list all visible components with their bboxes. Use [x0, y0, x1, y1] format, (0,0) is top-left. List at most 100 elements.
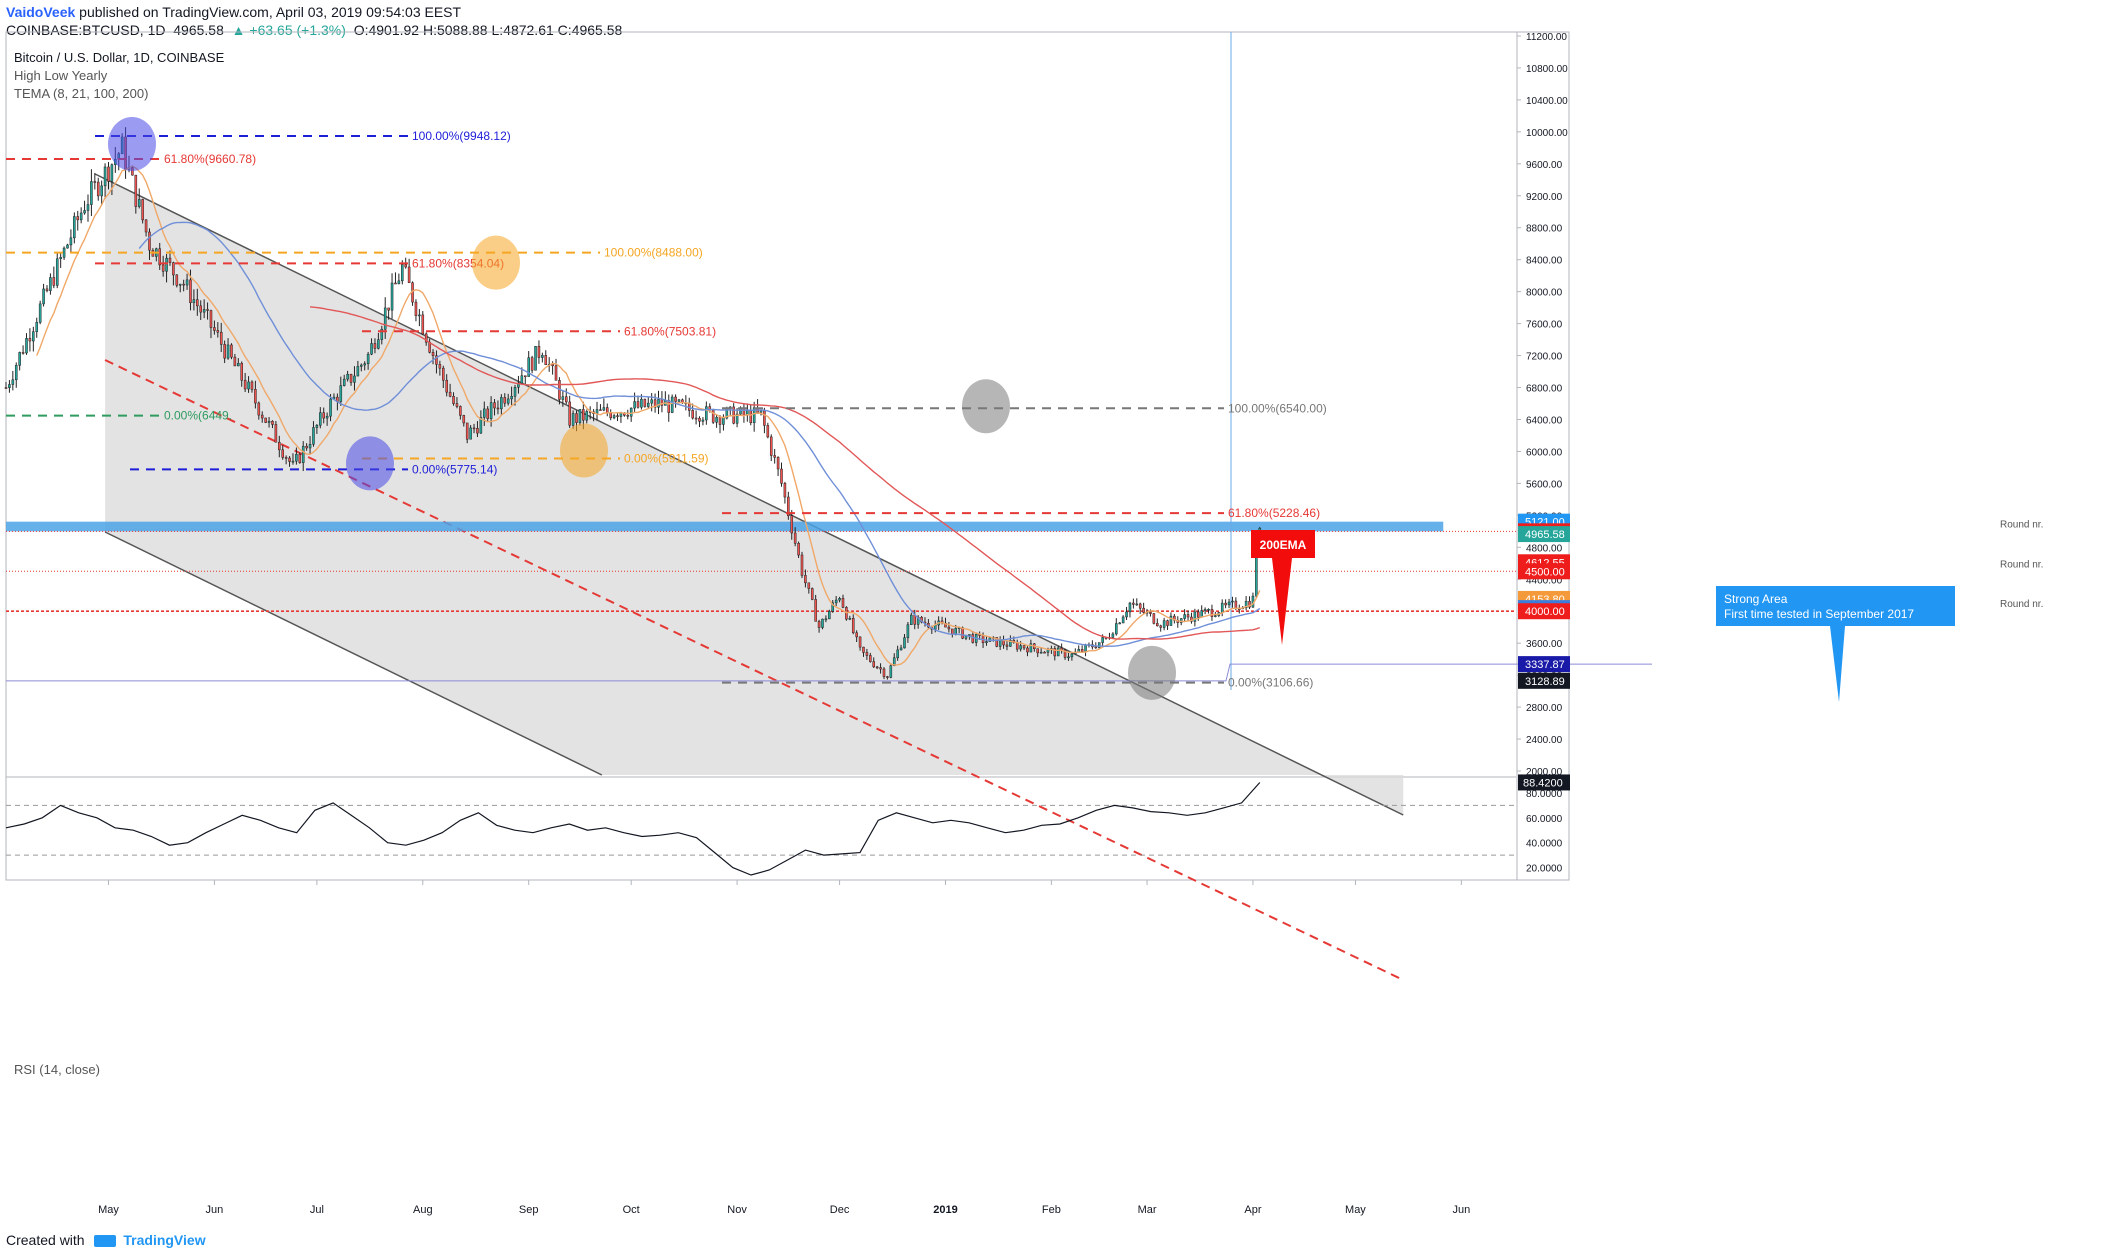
candle-body [1193, 611, 1197, 622]
candle-body [838, 598, 841, 601]
channel-bottom-line [104, 531, 603, 776]
price-tick-label: 10800.00 [1526, 64, 1568, 75]
candle-body [462, 415, 466, 424]
tema-100-line [138, 221, 1261, 648]
candle-body [377, 339, 380, 349]
candle-body [168, 257, 172, 263]
price-change: ▲ +63.65 (+1.3%) [231, 22, 346, 38]
candle-body [52, 277, 56, 286]
author-link[interactable]: VaidoVeek [6, 4, 76, 20]
candle-body [599, 409, 602, 411]
pivot-high-marker [472, 235, 520, 290]
candle-body [1149, 611, 1152, 614]
candle-body [869, 655, 872, 662]
price-badge-label: 4000.00 [1525, 606, 1565, 618]
candle-body [486, 408, 489, 419]
time-tick-label: Oct [623, 1204, 640, 1216]
candle-body [1121, 616, 1125, 624]
candle-body [1009, 640, 1012, 647]
candle-body [1159, 625, 1162, 628]
ema-200-line [309, 306, 1261, 640]
candle-body [828, 611, 831, 620]
candle-body [479, 417, 483, 434]
candle-body [718, 417, 722, 425]
legend-tema: TEMA (8, 21, 100, 200) [14, 86, 148, 101]
candle-body [288, 457, 291, 462]
candle-body [216, 330, 220, 333]
price-tick-label: 8000.00 [1526, 288, 1563, 299]
ohlc-open: O:4901.92 [353, 22, 420, 38]
fib-level-label: 61.80%(9660.78) [164, 152, 256, 166]
candle-body [18, 352, 21, 366]
candle-body [1166, 620, 1169, 626]
candle-body [575, 413, 578, 423]
candle-body [616, 415, 619, 417]
price-tick-label: 6000.00 [1526, 447, 1563, 458]
candle-body [301, 445, 305, 463]
candle-body [1101, 637, 1104, 643]
candle-body [534, 346, 537, 371]
candle-body [353, 375, 356, 383]
candle-body [1214, 615, 1217, 617]
candle-body [267, 420, 271, 423]
candle-body [42, 288, 45, 305]
candle-body [1097, 642, 1101, 648]
candle-body [295, 454, 298, 462]
candle-body [141, 199, 144, 221]
candle-body [401, 264, 404, 282]
price-badge-bg [1518, 603, 1570, 620]
candle-body [1022, 645, 1026, 649]
candle-body [387, 307, 390, 311]
price-badge-label: 3128.89 [1525, 676, 1565, 688]
candle-body [394, 282, 397, 285]
tradingview-brand-link[interactable]: TradingView [123, 1232, 206, 1248]
candle-body [483, 408, 486, 418]
candle-body [230, 344, 233, 358]
candle-body [66, 244, 69, 249]
candle-body [800, 554, 804, 576]
candle-body [178, 283, 182, 286]
candle-body [582, 409, 585, 421]
candle-body [435, 355, 438, 365]
candle-body [424, 333, 428, 343]
candle-body [107, 166, 110, 182]
candle-body [1169, 615, 1173, 626]
price-badge-bg [1518, 563, 1570, 580]
candle-body [223, 344, 226, 359]
candle-body [1118, 622, 1121, 625]
rsi-tick-label: 20.0000 [1526, 864, 1563, 875]
candle-body [691, 410, 694, 419]
fib-level-label: 61.80%(7503.81) [624, 324, 716, 338]
candle-body [705, 406, 708, 421]
candle-body [414, 301, 418, 316]
fib-level-label: 100.00%(9948.12) [412, 129, 511, 143]
candle-body [469, 427, 472, 440]
price-badge-bg [1518, 672, 1570, 689]
candle-body [79, 212, 83, 221]
candle-body [182, 283, 185, 286]
candle-body [564, 396, 568, 403]
symbol-name: COINBASE:BTCUSD, 1D [6, 22, 166, 38]
candle-body [1190, 616, 1193, 622]
candle-body [383, 307, 387, 330]
strong-area-subtitle: First time tested in September 2017 [1724, 607, 1914, 621]
candle-body [380, 328, 384, 340]
candle-body [537, 346, 541, 358]
candle-body [602, 407, 606, 411]
candle-body [1210, 609, 1214, 617]
candle-body [45, 288, 49, 291]
price-axis-badge: 4500.00 [1518, 563, 1570, 580]
candle-body [776, 457, 780, 470]
candle-body [629, 407, 633, 417]
candle-body [442, 367, 445, 381]
candle-body [233, 356, 237, 367]
time-tick-label: Sep [519, 1204, 539, 1216]
candle-body [455, 403, 459, 407]
candle-body [247, 381, 250, 390]
candle-body [161, 264, 165, 272]
candle-body [903, 637, 906, 649]
time-tick-label: Aug [413, 1204, 433, 1216]
candle-body [1207, 609, 1210, 611]
candle-body [1056, 647, 1060, 657]
